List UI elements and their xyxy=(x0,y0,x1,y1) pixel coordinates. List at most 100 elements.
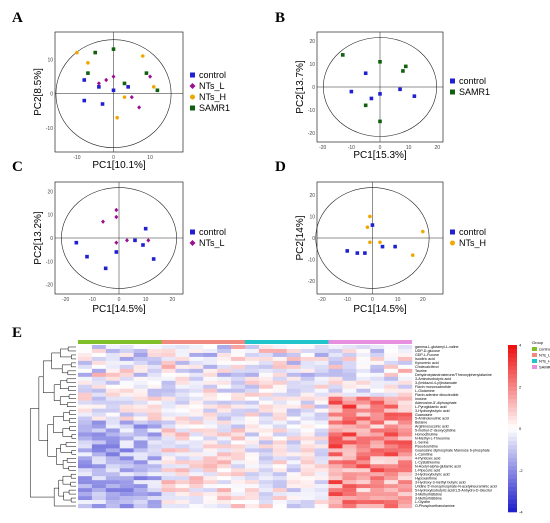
color-scale-segment xyxy=(508,395,517,400)
heatmap-cell xyxy=(78,488,93,493)
heatmap-cell xyxy=(217,376,232,381)
group-legend-swatch xyxy=(532,353,537,357)
row-label: Guanosine diphosphate Mannose 6-phosphat… xyxy=(415,449,490,453)
group-legend-swatch xyxy=(532,347,537,351)
heatmap-cell xyxy=(91,364,107,370)
heatmap-cell xyxy=(286,412,301,417)
heatmap-cell xyxy=(161,372,176,378)
heatmap-cell xyxy=(161,360,176,366)
heatmap-cell xyxy=(133,412,148,417)
heatmap-cell xyxy=(370,356,385,362)
heatmap-cell xyxy=(272,444,287,449)
heatmap-cell xyxy=(189,360,204,366)
dendrogram-branch xyxy=(67,370,76,376)
heatmap-cell xyxy=(245,464,260,469)
dendrogram-branch xyxy=(71,434,76,439)
heatmap-cell xyxy=(105,356,120,362)
heatmap-cell xyxy=(398,488,413,493)
heatmap-cell xyxy=(203,408,218,413)
heatmap-cell xyxy=(328,408,343,413)
heatmap-cell xyxy=(189,416,204,421)
color-scale-segment xyxy=(508,361,517,367)
heatmap-cell xyxy=(258,484,274,489)
row-label: Adenosine-5'-diphosphate xyxy=(415,401,457,405)
heatmap-cell xyxy=(342,472,357,477)
heatmap-cell xyxy=(286,372,301,378)
heatmap-cell xyxy=(398,464,413,469)
heatmap-cell xyxy=(91,460,107,465)
heatmap-cell xyxy=(300,468,315,473)
heatmap-cell xyxy=(119,376,134,381)
heatmap-cell xyxy=(161,345,176,350)
data-point-nts_h xyxy=(365,225,370,230)
heatmap-cell xyxy=(314,440,329,445)
heatmap-cell xyxy=(272,392,287,397)
heatmap-cell xyxy=(398,380,413,385)
heatmap-cell xyxy=(258,408,274,413)
heatmap-cell xyxy=(398,428,413,433)
x-tick-label: 20 xyxy=(170,297,176,303)
data-point-samr1 xyxy=(363,103,368,108)
heatmap-cell xyxy=(217,460,232,465)
heatmap-cell xyxy=(370,352,385,358)
heatmap-cell xyxy=(258,420,274,425)
heatmap-cell xyxy=(91,468,107,473)
heatmap-cell xyxy=(105,476,120,481)
heatmap-cell xyxy=(328,360,343,366)
heatmap-cell xyxy=(91,356,107,362)
heatmap-cell xyxy=(342,396,357,401)
heatmap-cell xyxy=(384,440,399,445)
heatmap-cell xyxy=(398,360,413,366)
group-legend-swatch xyxy=(532,359,537,363)
heatmap-cell xyxy=(203,468,218,473)
heatmap-cell xyxy=(217,432,232,437)
color-scale-segment xyxy=(508,370,517,375)
heatmap-cell xyxy=(300,360,315,366)
heatmap-cell xyxy=(105,368,120,374)
heatmap-cell xyxy=(217,476,232,481)
heatmap-cell xyxy=(147,356,162,362)
heatmap-cell xyxy=(356,464,371,469)
color-scale-tick-label: 0 xyxy=(519,426,522,431)
heatmap-cell xyxy=(398,468,413,473)
heatmap-cell xyxy=(189,500,204,505)
color-scale-segment xyxy=(508,357,517,362)
heatmap-cell xyxy=(328,448,343,453)
heatmap-cell xyxy=(286,384,301,389)
heatmap-cell xyxy=(119,480,134,485)
heatmap-cell xyxy=(119,432,134,437)
heatmap-cell xyxy=(398,356,413,362)
color-scale-segment xyxy=(508,345,517,350)
heatmap-cell xyxy=(245,480,260,485)
heatmap-cell xyxy=(91,484,107,489)
heatmap-cell xyxy=(272,380,287,385)
row-label: UDP-D-glucose xyxy=(415,349,440,353)
heatmap-cell xyxy=(105,504,120,509)
heatmap-cell xyxy=(133,456,148,461)
heatmap-cell xyxy=(286,400,301,405)
heatmap-cell xyxy=(231,384,246,389)
heatmap-cell xyxy=(398,480,413,485)
heatmap-cell xyxy=(78,376,93,381)
heatmap-cell xyxy=(147,404,162,409)
heatmap-cell xyxy=(356,384,371,389)
heatmap-cell xyxy=(203,380,218,385)
heatmap-cell xyxy=(203,504,218,509)
heatmap-cell xyxy=(370,416,385,421)
heatmap-cell xyxy=(384,364,399,370)
heatmap-cell xyxy=(78,384,93,389)
dendrogram-branch xyxy=(29,408,55,498)
heatmap-cell xyxy=(286,404,301,409)
heatmap-cell xyxy=(147,480,162,485)
heatmap-cell xyxy=(286,480,301,485)
heatmap-cell xyxy=(384,480,399,485)
heatmap-cell xyxy=(342,416,357,421)
heatmap-cell xyxy=(258,368,274,374)
legend-label-control: control xyxy=(459,76,486,86)
heatmap-cell xyxy=(231,444,246,449)
dendrogram-branch xyxy=(68,466,76,471)
heatmap-cell xyxy=(203,480,218,485)
heatmap-cell xyxy=(147,496,162,501)
heatmap-cell xyxy=(328,488,343,493)
row-label: O-Phosphoethanolamine xyxy=(415,504,455,508)
